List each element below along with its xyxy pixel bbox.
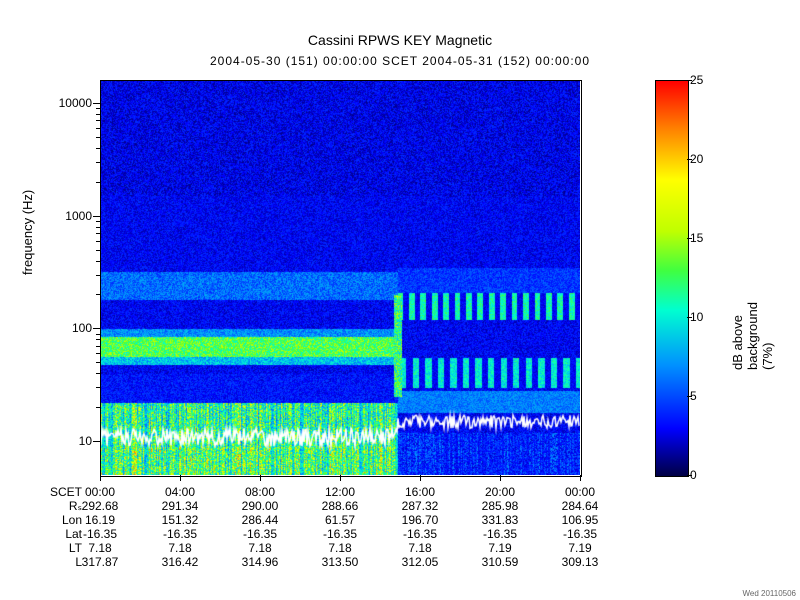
- x-cell: 16.19: [70, 513, 130, 527]
- colorbar-label: dB above background (7%): [730, 300, 775, 370]
- chart-title: Cassini RPWS KEY Magnetic: [308, 32, 492, 48]
- x-cell: 313.50: [310, 555, 370, 569]
- x-cell: 7.18: [70, 541, 130, 555]
- x-cell: 292.68: [70, 499, 130, 513]
- x-cell: 285.98: [470, 499, 530, 513]
- x-cell: -16.35: [310, 527, 370, 541]
- x-cell: 7.18: [230, 541, 290, 555]
- x-cell: 7.19: [470, 541, 530, 555]
- x-cell: 317.87: [70, 555, 130, 569]
- colorbar-tick: 25: [690, 73, 703, 87]
- x-cell: 314.96: [230, 555, 290, 569]
- y-axis-label: frequency (Hz): [20, 190, 35, 275]
- x-cell: 7.19: [550, 541, 610, 555]
- footer-text: Wed 20110506: [742, 589, 796, 598]
- x-cell: 106.95: [550, 513, 610, 527]
- x-cell: -16.35: [150, 527, 210, 541]
- x-cell: 291.34: [150, 499, 210, 513]
- x-cell: 316.42: [150, 555, 210, 569]
- x-cell: 7.18: [390, 541, 450, 555]
- x-cell: 04:00: [150, 485, 210, 499]
- x-cell: -16.35: [470, 527, 530, 541]
- x-cell: -16.35: [550, 527, 610, 541]
- x-cell: 290.00: [230, 499, 290, 513]
- x-cell: 00:00: [550, 485, 610, 499]
- x-cell: -16.35: [390, 527, 450, 541]
- x-cell: -16.35: [70, 527, 130, 541]
- x-cell: 196.70: [390, 513, 450, 527]
- x-cell: 20:00: [470, 485, 530, 499]
- x-cell: 286.44: [230, 513, 290, 527]
- colorbar-tick: 15: [690, 231, 703, 245]
- colorbar-tick: 10: [690, 310, 703, 324]
- colorbar-tick: 20: [690, 152, 703, 166]
- y-tick: 1000: [52, 209, 92, 223]
- x-cell: 310.59: [470, 555, 530, 569]
- colorbar: [655, 80, 689, 477]
- x-cell: 61.57: [310, 513, 370, 527]
- x-cell: 7.18: [150, 541, 210, 555]
- x-cell: 7.18: [310, 541, 370, 555]
- x-cell: 309.13: [550, 555, 610, 569]
- x-cell: 16:00: [390, 485, 450, 499]
- x-cell: 312.05: [390, 555, 450, 569]
- x-cell: -16.35: [230, 527, 290, 541]
- spectrogram-canvas: [100, 80, 580, 475]
- spectrogram-plot: [100, 80, 580, 475]
- chart-subtitle: 2004-05-30 (151) 00:00:00 SCET 2004-05-3…: [210, 54, 590, 68]
- y-tick: 10: [52, 434, 92, 448]
- x-cell: 331.83: [470, 513, 530, 527]
- x-cell: 00:00: [70, 485, 130, 499]
- x-cell: 12:00: [310, 485, 370, 499]
- y-tick: 10000: [52, 96, 92, 110]
- x-cell: 284.64: [550, 499, 610, 513]
- y-tick: 100: [52, 321, 92, 335]
- x-cell: 151.32: [150, 513, 210, 527]
- x-cell: 08:00: [230, 485, 290, 499]
- x-cell: 287.32: [390, 499, 450, 513]
- x-cell: 288.66: [310, 499, 370, 513]
